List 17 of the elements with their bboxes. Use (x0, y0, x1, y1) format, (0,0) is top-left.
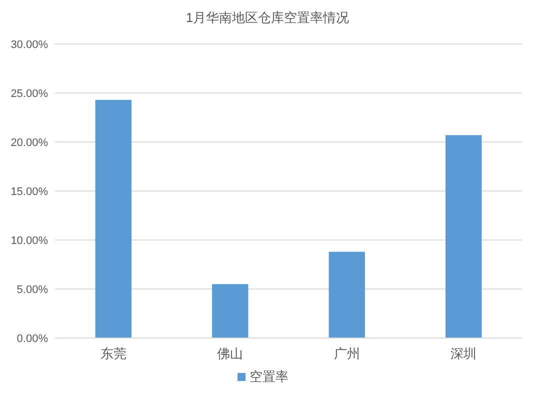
y-tick-label: 25.00% (10, 88, 48, 100)
x-tick-label: 佛山 (217, 346, 244, 361)
x-tick-label: 深圳 (450, 346, 477, 361)
bar (212, 284, 248, 338)
x-tick-label: 东莞 (100, 346, 126, 361)
x-tick-label: 广州 (334, 346, 360, 361)
y-tick-label: 5.00% (16, 284, 48, 296)
y-tick-label: 10.00% (10, 235, 48, 247)
bar (95, 100, 132, 338)
bar (328, 252, 365, 338)
y-tick-label: 0.00% (16, 333, 48, 345)
legend-label: 空置率 (250, 369, 288, 384)
y-tick-label: 30.00% (10, 39, 48, 51)
y-tick-label: 15.00% (10, 186, 48, 198)
bar (446, 135, 482, 338)
y-tick-label: 20.00% (10, 137, 48, 149)
chart-title: 1月华南地区仓库空置率情况 (186, 10, 350, 25)
